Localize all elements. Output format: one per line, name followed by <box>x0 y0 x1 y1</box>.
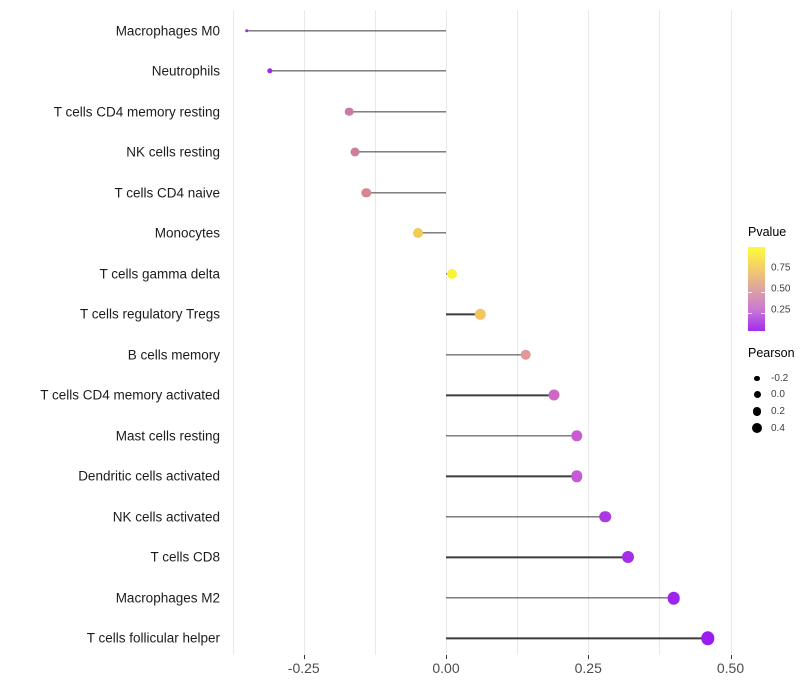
category-label: T cells CD4 memory activated <box>40 387 220 403</box>
pearson-dot-box <box>748 423 766 434</box>
x-axis-tick <box>588 655 590 659</box>
pvalue-legend-label: 0.75 <box>771 262 791 274</box>
lollipop-dot <box>344 107 354 116</box>
gradient-tick <box>761 292 765 293</box>
category-label: Neutrophils <box>151 63 220 79</box>
gradient-tick <box>761 334 765 335</box>
x-axis-tick-label: 0.50 <box>716 660 745 676</box>
x-gridline <box>303 10 305 655</box>
pearson-legend-row: 0.0 <box>748 387 788 404</box>
pvalue-legend-title: Pvalue <box>748 225 787 239</box>
lollipop-dot <box>446 268 457 279</box>
pvalue-gradient-bar <box>748 247 765 335</box>
x-axis-tick-label: -0.25 <box>287 660 320 676</box>
lollipop-stem <box>354 151 446 153</box>
lollipop-stem <box>446 354 526 356</box>
lollipop-stem <box>446 516 606 518</box>
x-gridline <box>232 10 234 655</box>
lollipop-stem <box>446 475 577 477</box>
pearson-dot-box <box>748 407 766 416</box>
pearson-legend-label: 0.4 <box>771 422 785 434</box>
category-label: T cells CD8 <box>150 549 220 565</box>
x-axis-tick-label: 0.00 <box>432 660 460 676</box>
pearson-size-legend: Pearson -0.2 0.0 0.2 0.4 <box>744 346 800 456</box>
category-label: T cells CD4 memory resting <box>53 104 220 120</box>
pearson-size-dot <box>752 407 762 416</box>
lollipop-stem <box>246 29 446 32</box>
category-label: Mast cells resting <box>115 428 220 444</box>
pvalue-legend-label: 0.50 <box>771 283 791 295</box>
lollipop-dot <box>245 28 249 33</box>
lollipop-stem <box>446 597 674 599</box>
pearson-size-dot <box>752 423 762 434</box>
pearson-dot-box <box>748 375 766 382</box>
pvalue-color-legend: Pvalue 0.75 0.50 0.25 <box>744 225 800 337</box>
pearson-legend-rows: -0.2 0.0 0.2 0.4 <box>748 370 788 436</box>
pvalue-legend-label: 0.25 <box>771 304 791 316</box>
pearson-legend-row: -0.2 <box>748 370 788 387</box>
gradient-tick <box>748 292 752 293</box>
lollipop-dot <box>571 470 583 483</box>
gradient-tick <box>761 313 765 314</box>
lollipop-dot <box>520 349 531 361</box>
gradient-tick <box>748 334 752 335</box>
lollipop-dot <box>571 430 583 442</box>
lollipop-stem <box>417 232 446 234</box>
pearson-legend-title: Pearson <box>748 346 795 360</box>
category-label: T cells gamma delta <box>99 266 220 282</box>
category-label: T cells regulatory Tregs <box>79 306 220 322</box>
pearson-dot-box <box>748 391 766 399</box>
lollipop-stem <box>446 637 708 640</box>
lollipop-dot <box>599 511 612 523</box>
pearson-legend-label: 0.0 <box>771 389 785 401</box>
lollipop-dot <box>266 68 273 74</box>
category-label: Monocytes <box>154 225 220 241</box>
lollipop-dot <box>701 631 715 646</box>
category-label: B cells memory <box>127 347 220 363</box>
pearson-legend-row: 0.4 <box>748 420 788 437</box>
lollipop-stem <box>446 394 555 396</box>
x-axis-tick <box>446 655 447 659</box>
category-label: Macrophages M2 <box>115 590 220 606</box>
category-label: NK cells activated <box>112 509 220 525</box>
lollipop-dot <box>350 147 360 157</box>
x-axis-tick <box>303 655 305 659</box>
category-label: T cells follicular helper <box>86 630 220 646</box>
lollipop-dot <box>667 591 680 605</box>
lollipop-dot <box>548 389 560 401</box>
x-gridline <box>446 10 447 655</box>
lollipop-dot <box>412 228 423 239</box>
lollipop-dot <box>474 309 486 320</box>
lollipop-stem <box>446 435 577 437</box>
lollipop-dot <box>622 551 635 564</box>
x-gridline <box>374 10 376 655</box>
pearson-size-dot <box>753 391 761 399</box>
pearson-legend-label: -0.2 <box>771 372 789 384</box>
x-gridline <box>730 10 732 655</box>
category-label: Macrophages M0 <box>115 23 220 38</box>
gradient-tick <box>748 313 752 314</box>
category-label: Dendritic cells activated <box>78 468 220 484</box>
category-label: NK cells resting <box>126 144 220 160</box>
lollipop-stem <box>349 110 446 113</box>
lollipop-dot <box>361 187 372 198</box>
lollipop-stem <box>446 556 629 559</box>
x-gridline <box>517 10 519 655</box>
category-label: T cells CD4 naive <box>114 185 220 201</box>
lollipop-stem <box>446 313 481 315</box>
lollipop-stem <box>269 70 446 72</box>
pearson-legend-label: 0.2 <box>771 405 785 417</box>
x-gridline <box>588 10 590 655</box>
x-axis-tick <box>730 655 732 659</box>
x-gridline <box>659 10 661 655</box>
pearson-size-dot <box>754 375 760 382</box>
lollipop-stem <box>366 191 446 194</box>
pearson-legend-row: 0.2 <box>748 403 788 420</box>
x-axis-tick-label: 0.25 <box>574 660 602 676</box>
